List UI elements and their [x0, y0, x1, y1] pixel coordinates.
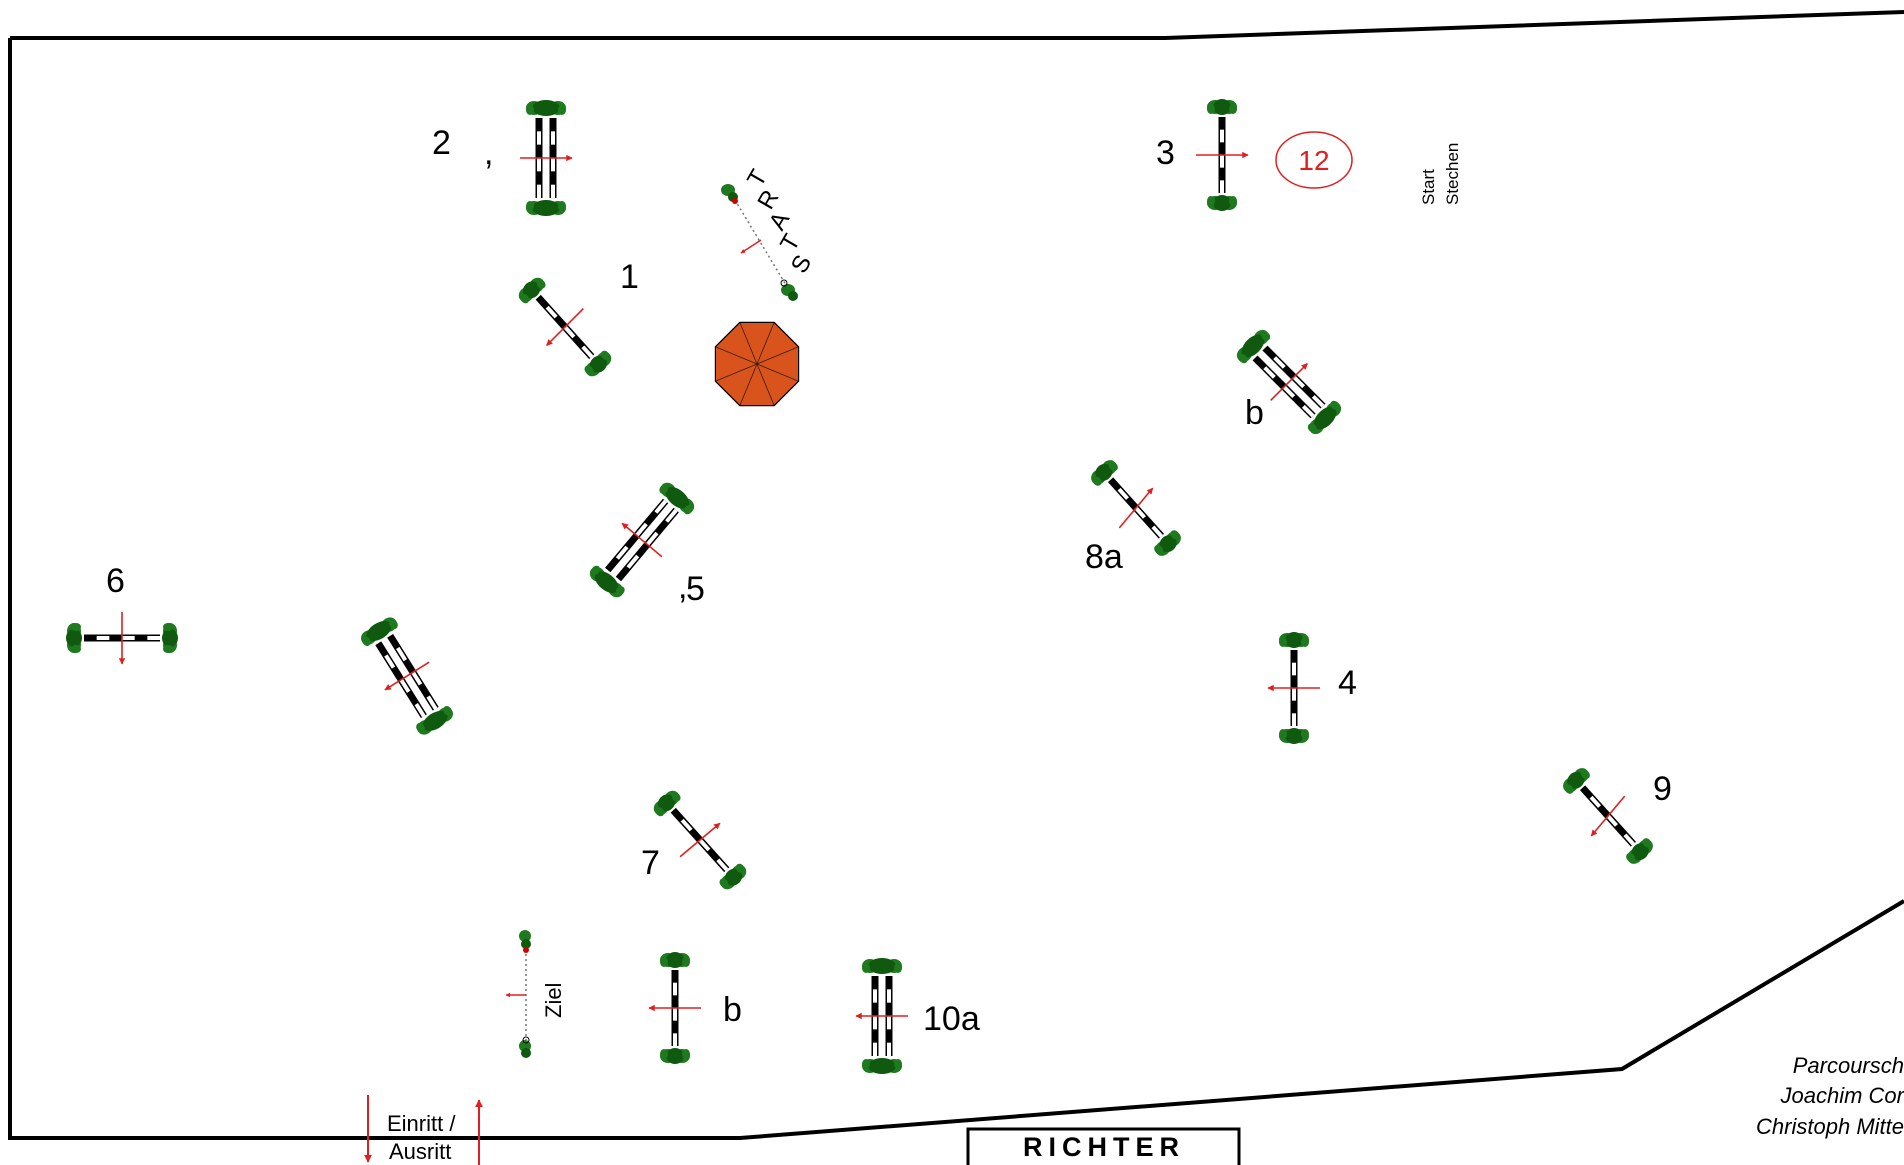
obstacle-2: [526, 100, 566, 216]
obstacle-number-4: 4: [1338, 664, 1357, 702]
obstacle-number-9: 9: [1653, 770, 1672, 808]
jump-off-start-line2: Stechen: [1443, 143, 1462, 205]
jump-wing-bush: [1154, 530, 1181, 556]
start-gate-flag-left: [721, 184, 738, 204]
obstacle-number-10b: b: [723, 991, 742, 1029]
jump-off-start-line1: Start: [1419, 169, 1438, 205]
jump-wing-bush: [526, 200, 566, 216]
jump-wing-bush: [653, 790, 681, 817]
obstacle-number-8a: 8a: [1085, 538, 1123, 576]
jump-wing-bush: [584, 350, 612, 377]
start-letter: S: [786, 251, 817, 278]
jump-wing-bush: [1563, 768, 1590, 794]
jump-wing-bush: [526, 100, 566, 116]
obstacle-number-2: 2: [432, 124, 451, 162]
jump-wing-bush: [660, 952, 690, 968]
obstacle-3: [1207, 99, 1237, 211]
jump-wing-bush: [416, 706, 453, 735]
jump-wing-bush: [1207, 99, 1237, 115]
start-direction-arrow: [740, 239, 762, 254]
obstacle-11: [361, 617, 453, 735]
jump-wing-bush: [589, 565, 625, 598]
arena-boundary: [8, 10, 1904, 1140]
obstacle-number-8b: b: [1245, 394, 1264, 432]
direction-arrow: [546, 308, 584, 346]
obstacle-number-7: 7: [641, 844, 660, 882]
jump-wing-bush: [361, 617, 398, 646]
start-letter: A: [764, 208, 795, 235]
start-gate-flag-right: [780, 279, 798, 301]
direction-arrow: [1590, 795, 1626, 837]
jump-wing-bush: [660, 1048, 690, 1064]
obstacle-10b: [660, 952, 690, 1064]
jump-wing-bush: [862, 1058, 902, 1074]
obstacle-6: [66, 623, 178, 653]
obstacle-comma-5: ,: [678, 568, 687, 606]
obstacle-number-1: 1: [620, 258, 639, 296]
entrance-exit: Einritt / Ausritt: [364, 1095, 483, 1165]
jumps-layer: [66, 99, 1653, 1074]
jump-wing-bush: [1091, 460, 1118, 486]
start-letter: R: [752, 185, 784, 214]
jump-wing-bush: [1207, 195, 1237, 211]
jump-wing-bush: [1279, 728, 1309, 744]
direction-arrow: [621, 522, 663, 558]
finish-gate: Ziel: [505, 930, 566, 1058]
obstacle-4: [1279, 632, 1309, 744]
jump-wing-bush: [1279, 632, 1309, 648]
jump-off-obstacle-12: 12: [1275, 131, 1353, 189]
judge-box: RICHTER: [966, 1127, 1241, 1165]
judge-box-label: RICHTER: [1023, 1132, 1185, 1162]
entrance-label-line2: Ausritt: [389, 1139, 451, 1164]
finish-gate-flag-bottom: [519, 1036, 531, 1058]
finish-gate-label: Ziel: [541, 983, 566, 1018]
jump-wing-bush: [659, 482, 695, 515]
obstacle-numbers: 1 2 , 3 4 , 5 6 7 8a b 9 10a b: [106, 124, 1672, 1038]
jump-off-number: 12: [1298, 145, 1329, 176]
start-letter: T: [742, 165, 773, 191]
direction-arrow: [384, 661, 430, 691]
obstacle-comma-2: ,: [484, 134, 493, 172]
entrance-label-line1: Einritt /: [387, 1111, 456, 1136]
jump-wing-bush: [518, 277, 546, 304]
obstacle-number-3: 3: [1156, 134, 1175, 172]
start-letter: T: [775, 229, 806, 255]
obstacle-number-6: 6: [106, 562, 125, 600]
jump-wing-bush: [1307, 400, 1342, 435]
jump-wing-bush: [862, 958, 902, 974]
jump-wing-bush: [1626, 838, 1653, 864]
umbrella-decoration: [714, 321, 800, 407]
jump-wing-bush: [1236, 329, 1271, 364]
designer-line2: Joachim Cor: [1780, 1083, 1904, 1108]
direction-arrow: [1270, 363, 1308, 401]
obstacle-number-10a: 10a: [923, 1000, 980, 1038]
jump-wing-bush: [66, 623, 82, 653]
direction-arrow: [679, 822, 721, 858]
jump-wing-bush: [719, 863, 747, 890]
finish-gate-flag-top: [519, 930, 531, 953]
course-designer: Parcoursch Joachim Cor Christoph Mitte: [1756, 1053, 1904, 1139]
jump-off-start-label: Start Stechen: [1419, 143, 1462, 205]
designer-line1: Parcoursch: [1793, 1053, 1904, 1078]
jump-wing-bush: [162, 623, 178, 653]
designer-line3: Christoph Mitte: [1756, 1114, 1904, 1139]
direction-arrow: [1118, 487, 1154, 529]
obstacle-number-5: 5: [686, 570, 705, 608]
